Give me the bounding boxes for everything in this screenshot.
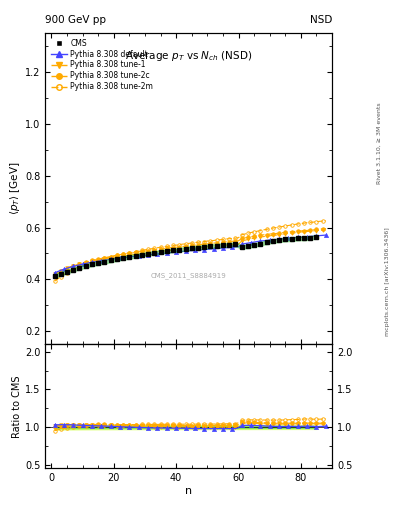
Text: 900 GeV pp: 900 GeV pp	[45, 14, 106, 25]
Text: mcplots.cern.ch [arXiv:1306.3436]: mcplots.cern.ch [arXiv:1306.3436]	[385, 227, 389, 336]
Y-axis label: ⟨$p_T$⟩ [GeV]: ⟨$p_T$⟩ [GeV]	[8, 162, 22, 216]
Text: NSD: NSD	[310, 14, 332, 25]
Text: Average $p_T$ vs $N_{ch}$ (NSD): Average $p_T$ vs $N_{ch}$ (NSD)	[125, 49, 252, 63]
Text: CMS_2011_S8884919: CMS_2011_S8884919	[151, 272, 226, 279]
X-axis label: n: n	[185, 486, 192, 496]
Y-axis label: Ratio to CMS: Ratio to CMS	[12, 375, 22, 438]
Legend: CMS, Pythia 8.308 default, Pythia 8.308 tune-1, Pythia 8.308 tune-2c, Pythia 8.3: CMS, Pythia 8.308 default, Pythia 8.308 …	[49, 37, 155, 93]
Text: Rivet 3.1.10, ≥ 3M events: Rivet 3.1.10, ≥ 3M events	[377, 102, 382, 184]
